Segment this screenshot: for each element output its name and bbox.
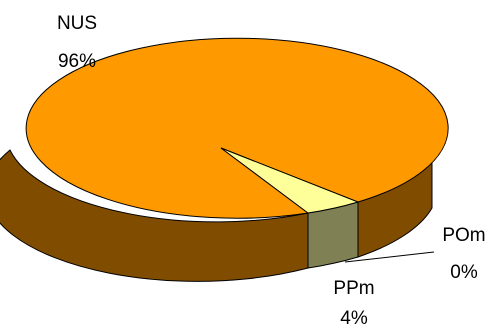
label-ppm-name: PPm	[333, 278, 374, 299]
label-pom-name: POm	[442, 225, 485, 246]
slice-nus-side	[0, 149, 309, 282]
label-nus-name: NUS	[57, 13, 97, 34]
pom-leader-line	[344, 251, 435, 263]
label-ppm-percent: 4%	[340, 308, 368, 327]
label-pom-percent: 0%	[450, 262, 478, 283]
slice-nus	[25, 37, 449, 219]
label-nus-percent: 96%	[58, 51, 96, 72]
slice-pom	[220, 147, 360, 214]
